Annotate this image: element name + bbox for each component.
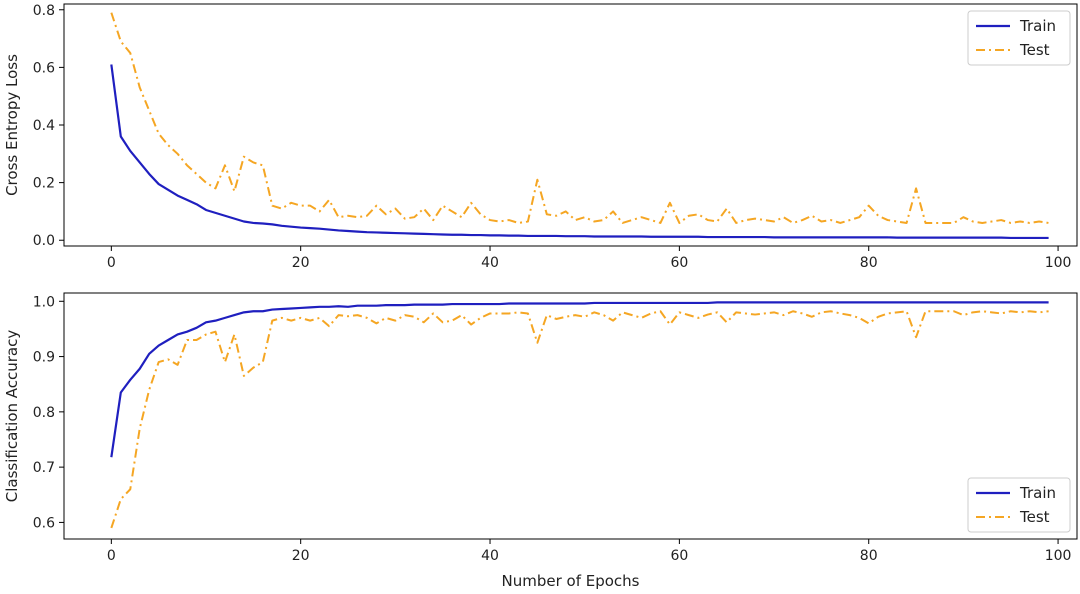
accuracy-xtick-label: 20 bbox=[292, 548, 310, 564]
accuracy-xtick-label: 40 bbox=[481, 548, 499, 564]
accuracy-legend-label-train: Train bbox=[1019, 484, 1056, 502]
loss-xtick-label: 40 bbox=[481, 255, 499, 271]
loss-subplot: 0 20 40 60 80 100 0.0 0.2 0.4 0.6 0.8 Cross Entropy… bbox=[3, 3, 1078, 271]
loss-ytick-label: 0.4 bbox=[33, 118, 55, 134]
loss-legend-label-test: Test bbox=[1019, 41, 1050, 59]
accuracy-xlabel: Number of Epochs bbox=[502, 572, 640, 590]
accuracy-legend-label-test: Test bbox=[1019, 508, 1050, 526]
accuracy-xtick-label: 60 bbox=[670, 548, 688, 564]
accuracy-ytick-label: 0.8 bbox=[33, 405, 55, 421]
loss-series-test-line bbox=[110, 12, 1049, 224]
accuracy-ytick-label: 0.7 bbox=[33, 460, 55, 476]
loss-legend: Train Test bbox=[967, 10, 1071, 66]
accuracy-xtick-label: 0 bbox=[107, 548, 116, 564]
accuracy-series-test-line bbox=[110, 310, 1049, 529]
accuracy-ytick-label: 0.6 bbox=[33, 515, 55, 531]
loss-series-train-line bbox=[110, 64, 1049, 240]
loss-xtick-label: 0 bbox=[107, 255, 116, 271]
loss-ytick-label: 0.2 bbox=[33, 176, 55, 192]
loss-xtick-label: 60 bbox=[670, 255, 688, 271]
loss-xtick-label: 20 bbox=[292, 255, 310, 271]
accuracy-xtick-label: 80 bbox=[860, 548, 878, 564]
loss-ytick-label: 0.8 bbox=[33, 3, 55, 19]
accuracy-legend: Train Test bbox=[967, 477, 1071, 533]
accuracy-axes-frame bbox=[63, 292, 1078, 540]
accuracy-ytick-label: 0.9 bbox=[33, 350, 55, 366]
accuracy-legend-box bbox=[967, 477, 1071, 533]
accuracy-ylabel: Classification Accuracy bbox=[3, 330, 21, 503]
loss-legend-label-train: Train bbox=[1019, 17, 1056, 35]
accuracy-xtick-label: 100 bbox=[1045, 548, 1072, 564]
loss-xtick-label: 100 bbox=[1045, 255, 1072, 271]
accuracy-ytick-label: 1.0 bbox=[33, 294, 55, 310]
accuracy-series-train-line bbox=[110, 301, 1049, 458]
loss-ytick-label: 0.6 bbox=[33, 60, 55, 76]
loss-legend-box bbox=[967, 10, 1071, 66]
loss-ytick-label: 0.0 bbox=[33, 233, 55, 249]
accuracy-subplot: 0 20 40 60 80 100 0.6 0.7 0.8 0.9 1.0 Classificatio… bbox=[3, 292, 1078, 590]
loss-ylabel: Cross Entropy Loss bbox=[3, 54, 21, 196]
loss-xtick-label: 80 bbox=[860, 255, 878, 271]
loss-axes-frame bbox=[63, 3, 1078, 247]
